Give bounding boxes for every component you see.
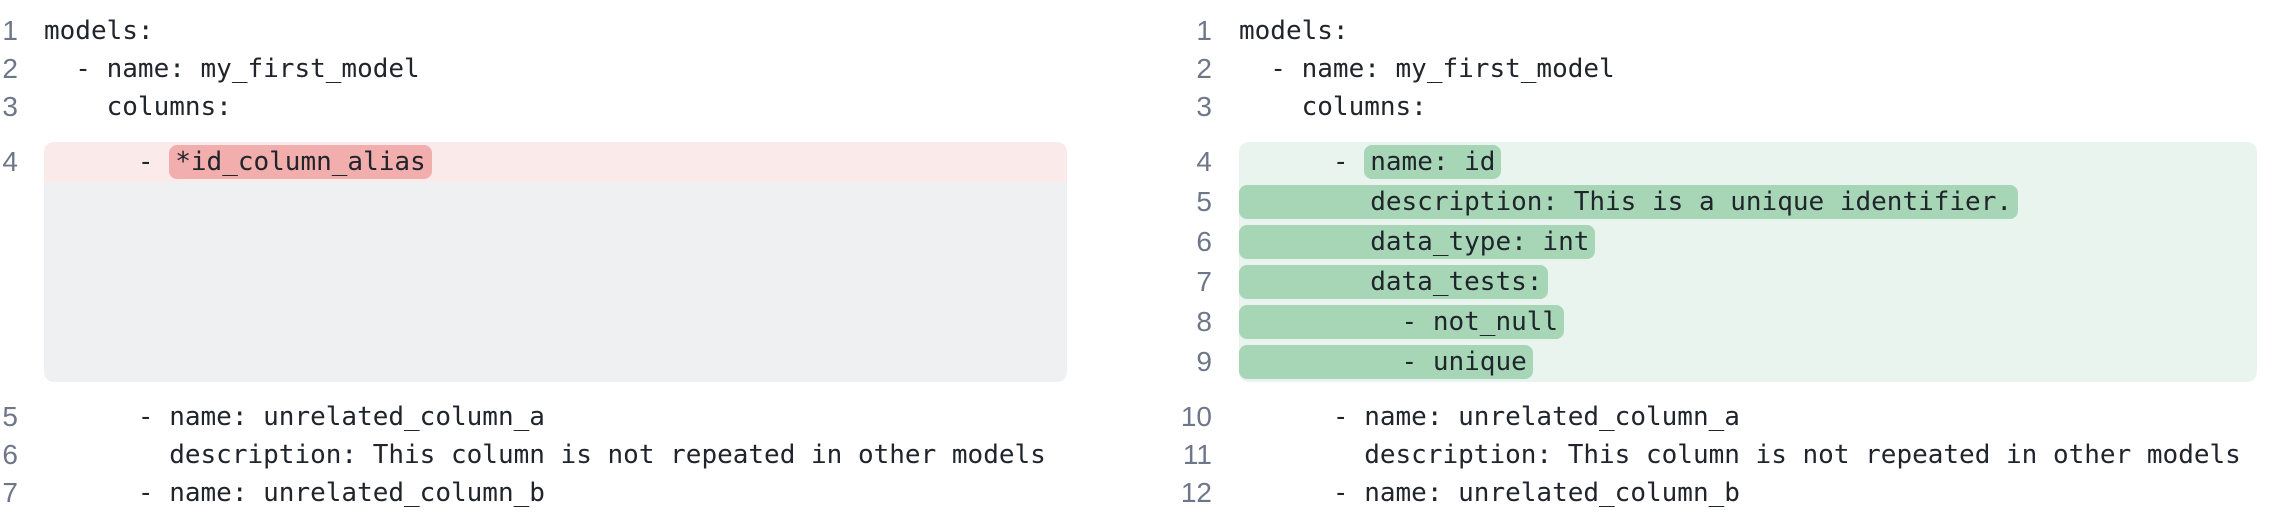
diff-line: 5 - name: unrelated_column_a [0,398,1067,436]
diff-line: 1 models: [0,12,1067,50]
code-text: models: [1239,16,1349,46]
word-diff-highlight: *id_column_alias [169,145,432,179]
line-number: 2 [1196,53,1212,84]
code-line-content: - name: unrelated_column_b [44,474,1067,512]
line-number: 4 [1196,146,1212,177]
line-number: 3 [2,91,18,122]
line-number: 6 [2,439,18,470]
diff-line: 6 description: This column is not repeat… [0,436,1067,474]
code-line-content: - name: unrelated_column_a [44,398,1067,436]
code-line-content: - name: unrelated_column_a [1239,398,2257,436]
line-number: 9 [1196,346,1212,377]
code-line-content: data_tests: [1239,262,2257,302]
code-text: - name: unrelated_column_b [44,478,545,508]
diff-line-added: 9 - unique [1139,342,2257,382]
code-line-content: columns: [1239,88,2257,126]
diff-line: 2 - name: my_first_model [1139,50,2257,88]
diff-line-added: 5 description: This is a unique identifi… [1139,182,2257,222]
code-text: columns: [44,92,232,122]
code-line-content: - unique [1239,342,2257,382]
code-line-content: - name: unrelated_column_b [1239,474,2257,512]
diff-line: 10 - name: unrelated_column_a [1139,398,2257,436]
diff-placeholder-block [0,182,1067,382]
diff-line: 12 - name: unrelated_column_b [1139,474,2257,512]
line-number: 1 [2,15,18,46]
diff-line-added: 8 - not_null [1139,302,2257,342]
line-number: 4 [2,146,18,177]
line-number [0,182,44,382]
code-line-content: description: This is a unique identifier… [1239,182,2257,222]
line-number: 10 [1180,401,1212,432]
code-text: - name: unrelated_column_a [44,402,545,432]
code-text: - [44,147,170,177]
line-number: 11 [1182,439,1212,470]
code-text: columns: [1239,92,1427,122]
diff-line: 3 columns: [0,88,1067,126]
diff-line: 2 - name: my_first_model [0,50,1067,88]
code-line-content: columns: [44,88,1067,126]
code-line-content: description: This column is not repeated… [1239,436,2257,474]
word-diff-highlight: name: id [1364,145,1502,179]
diff-line-removed: 4 - *id_column_alias [0,142,1067,182]
diff-line: 7 - name: unrelated_column_b [0,474,1067,512]
diff-line: 1 models: [1139,12,2257,50]
code-line-content: data_type: int [1239,222,2257,262]
line-number: 5 [1196,186,1212,217]
line-number: 7 [2,477,18,508]
code-text: models: [44,16,154,46]
code-line-content: models: [44,12,1067,50]
line-number: 2 [2,53,18,84]
line-number: 7 [1196,266,1212,297]
diff-pane-after: 1 models: 2 - name: my_first_model 3 column… [1139,0,2278,528]
diff-change-block: 4 - *id_column_alias [0,142,1067,382]
line-number: 6 [1196,226,1212,257]
code-line-content: - name: my_first_model [1239,50,2257,88]
diff-line-added: 7 data_tests: [1139,262,2257,302]
code-line-content: models: [1239,12,2257,50]
line-number: 5 [2,401,18,432]
diff-line: 3 columns: [1139,88,2257,126]
line-number: 3 [1196,91,1212,122]
line-number: 12 [1180,477,1212,508]
word-diff-highlight: data_tests: [1239,265,1549,299]
diff-line: 11 description: This column is not repea… [1139,436,2257,474]
code-line-content: - not_null [1239,302,2257,342]
code-text: - [1239,147,1365,177]
word-diff-highlight: - not_null [1239,305,1565,339]
code-text: description: This column is not repeated… [1239,440,2241,470]
code-text: description: This column is not repeated… [44,440,1046,470]
code-line-content: - name: my_first_model [44,50,1067,88]
code-line-content: description: This column is not repeated… [44,436,1067,474]
diff-line-added: 6 data_type: int [1139,222,2257,262]
code-text: - name: unrelated_column_a [1239,402,1740,432]
line-number: 8 [1196,306,1212,337]
diff-line-added: 4 - name: id [1139,142,2257,182]
diff-change-block: 4 - name: id 5 description: This is a uni… [1139,142,2257,382]
code-line-content [44,182,1067,382]
word-diff-highlight: description: This is a unique identifier… [1239,185,2019,219]
line-number: 1 [1196,15,1212,46]
code-line-content: - name: id [1239,142,2257,182]
code-text: - name: unrelated_column_b [1239,478,1740,508]
code-text: - name: my_first_model [44,54,420,84]
diff-pane-before: 1 models: 2 - name: my_first_model 3 column… [0,12,1067,512]
code-line-content: - *id_column_alias [44,142,1067,182]
word-diff-highlight: - unique [1239,345,1533,379]
code-text: - name: my_first_model [1239,54,1615,84]
word-diff-highlight: data_type: int [1239,225,1596,259]
